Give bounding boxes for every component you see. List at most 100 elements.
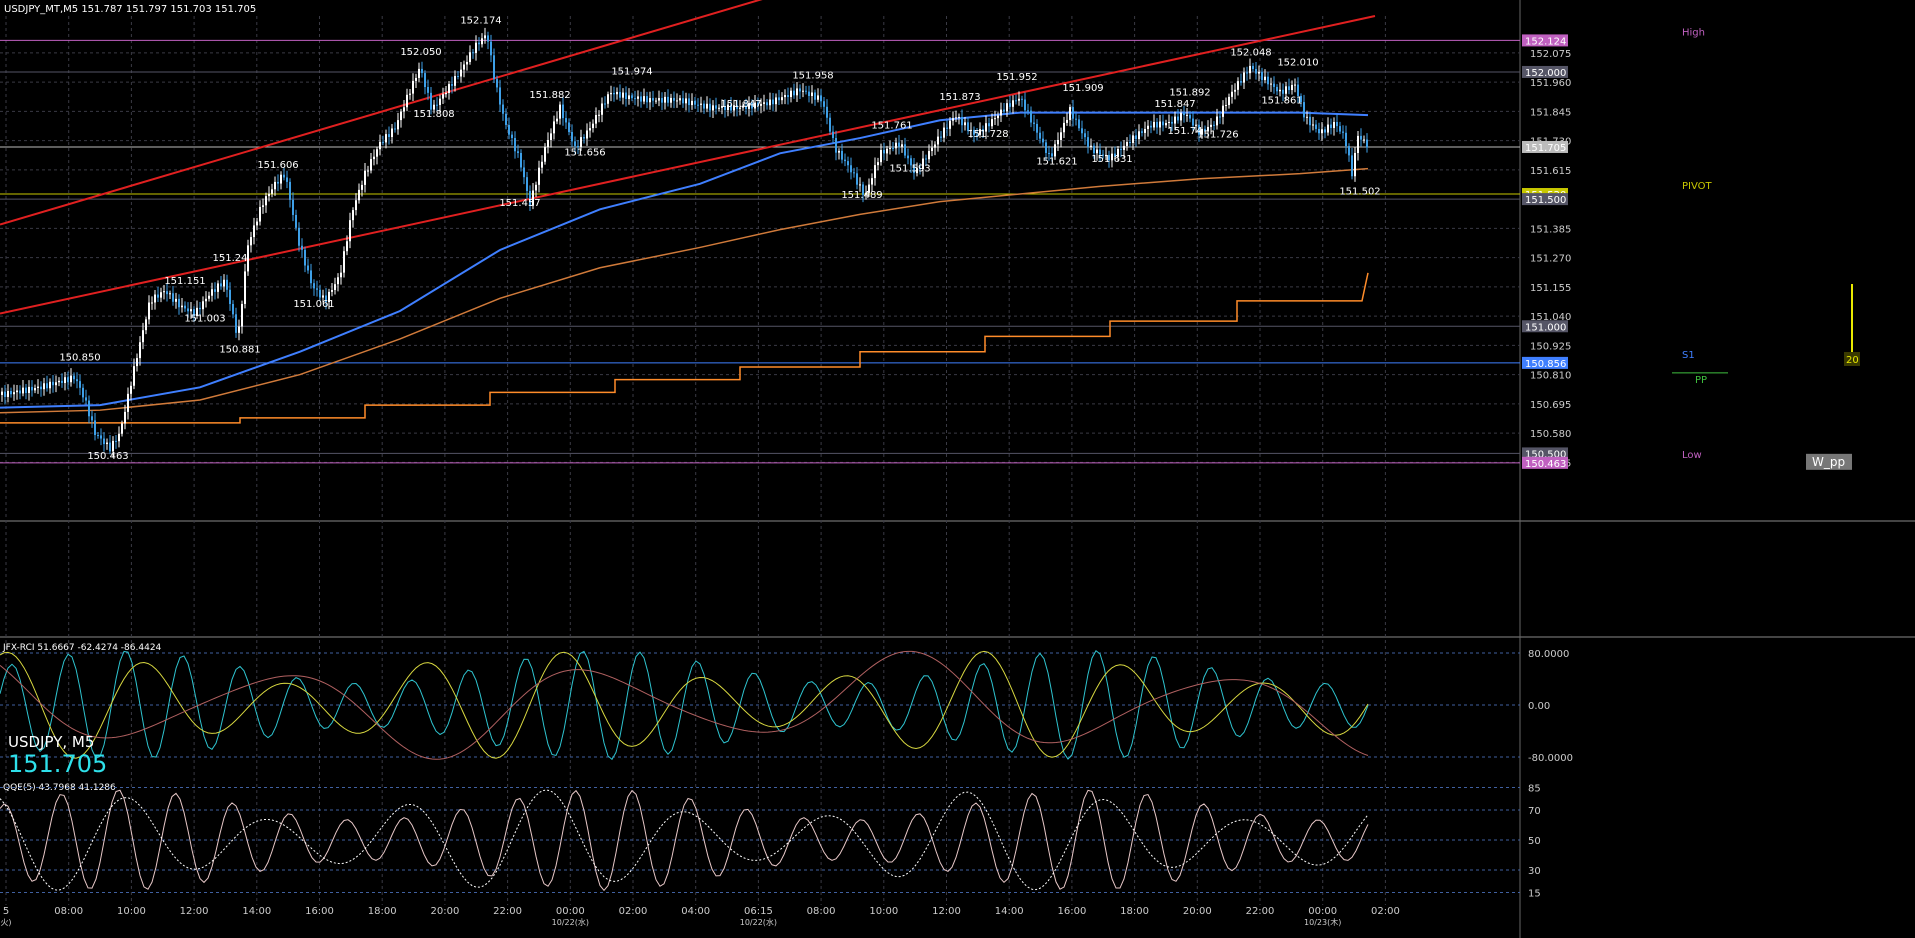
candle-body: [1147, 125, 1149, 129]
candle-body: [757, 102, 759, 106]
candle-body: [649, 98, 651, 103]
candle-body: [454, 76, 456, 86]
candle-body: [82, 387, 84, 398]
candle-body: [124, 411, 126, 424]
candle-body: [1177, 116, 1179, 121]
candle-body: [169, 293, 171, 295]
x-tick-label: 20:00: [430, 906, 459, 917]
candle-body: [781, 97, 783, 101]
x-tick-label: 18:00: [1120, 906, 1149, 917]
candle-body: [1273, 83, 1275, 87]
candle-body: [829, 117, 831, 132]
price-annotation: 150.881: [219, 345, 260, 356]
x-tick-label: 00:00: [1308, 906, 1337, 917]
indicator-level-label: 15: [1528, 889, 1541, 900]
candle-body: [1114, 153, 1116, 157]
candle-body: [61, 380, 63, 383]
y-tick-label: 151.270: [1530, 254, 1571, 265]
candle-body: [1102, 154, 1104, 156]
candle-body: [922, 158, 924, 170]
price-tag-text: 151.000: [1525, 322, 1566, 333]
price-annotation: 150.463: [87, 451, 128, 462]
candle-body: [688, 98, 690, 106]
candle-body: [1345, 132, 1347, 147]
indicator-series-line: [0, 649, 1369, 761]
candle-body: [91, 416, 93, 421]
price-annotation: 151.808: [413, 109, 454, 120]
candle-body: [1075, 118, 1077, 120]
candle-body: [976, 134, 978, 136]
candle-body: [556, 118, 558, 122]
candle-body: [1012, 100, 1014, 107]
price-annotation: 151.726: [1197, 130, 1238, 141]
candle-body: [217, 283, 219, 292]
price-annotation: 151.861: [1261, 95, 1302, 106]
candle-body: [763, 102, 765, 104]
candle-body: [745, 105, 747, 109]
candle-body: [1105, 154, 1107, 156]
candle-body: [520, 152, 522, 168]
candle-body: [100, 435, 102, 439]
x-tick-label: 16:00: [305, 906, 334, 917]
candle-body: [982, 129, 984, 132]
y-tick-label: 150.580: [1530, 429, 1571, 440]
volume-tag: [1844, 352, 1860, 366]
candle-body: [544, 147, 546, 162]
candle-body: [1228, 96, 1230, 106]
candle-body: [361, 184, 363, 190]
candle-body: [1300, 95, 1302, 103]
price-annotation: 152.010: [1277, 57, 1318, 68]
candle-body: [463, 64, 465, 70]
candle-body: [265, 196, 267, 206]
candle-body: [1036, 123, 1038, 133]
candle-body: [862, 184, 864, 195]
candle-body: [937, 136, 939, 145]
candle-body: [517, 151, 519, 153]
candle-body: [481, 38, 483, 45]
candle-body: [790, 90, 792, 98]
candle-body: [1087, 137, 1089, 147]
candle-body: [730, 104, 732, 111]
candle-body: [775, 97, 777, 105]
price-tag: [1522, 447, 1568, 460]
candle-body: [1339, 126, 1341, 132]
candle-body: [1138, 131, 1140, 140]
candle-body: [16, 390, 18, 393]
candle-body: [1297, 84, 1299, 96]
candle-body: [760, 103, 762, 106]
candle-body: [967, 122, 969, 131]
candle-body: [835, 138, 837, 153]
x-tick-label: 10:00: [117, 906, 146, 917]
candle-body: [325, 295, 327, 303]
candle-body: [1108, 154, 1110, 161]
candle-body: [277, 181, 279, 184]
rci-indicator-panel: JFX-RCI 51.6667 -62.4274 -86.4424 80.0000…: [0, 643, 1573, 764]
wpp-label: W_pp: [1812, 455, 1845, 469]
candle-body: [826, 106, 828, 118]
candle-body: [172, 293, 174, 302]
price-annotation: 151.656: [564, 147, 605, 158]
candle-body: [562, 104, 564, 119]
candle-body: [37, 386, 39, 388]
candle-body: [1285, 86, 1287, 94]
candle-body: [670, 97, 672, 103]
candle-body: [49, 381, 51, 389]
candle-body: [406, 94, 408, 108]
x-tick-label: 04:00: [681, 906, 710, 917]
candle-body: [580, 137, 582, 148]
candle-body: [28, 386, 30, 393]
candle-body: [7, 390, 9, 397]
candle-body: [859, 184, 861, 186]
price-tag: [1522, 65, 1568, 78]
candle-body: [892, 147, 894, 149]
candle-body: [1348, 146, 1350, 156]
candle-body: [256, 221, 258, 226]
candle-body: [820, 95, 822, 102]
qqe-indicator-panel: QQE(5) 43.7968 41.1286 85 70 50 30 15: [0, 783, 1541, 900]
candle-body: [1024, 99, 1026, 111]
price-annotation: 151.892: [1169, 87, 1210, 98]
candle-body: [1255, 69, 1257, 74]
indicator-level-label: 80.0000: [1528, 649, 1569, 660]
candle-body: [235, 314, 237, 333]
